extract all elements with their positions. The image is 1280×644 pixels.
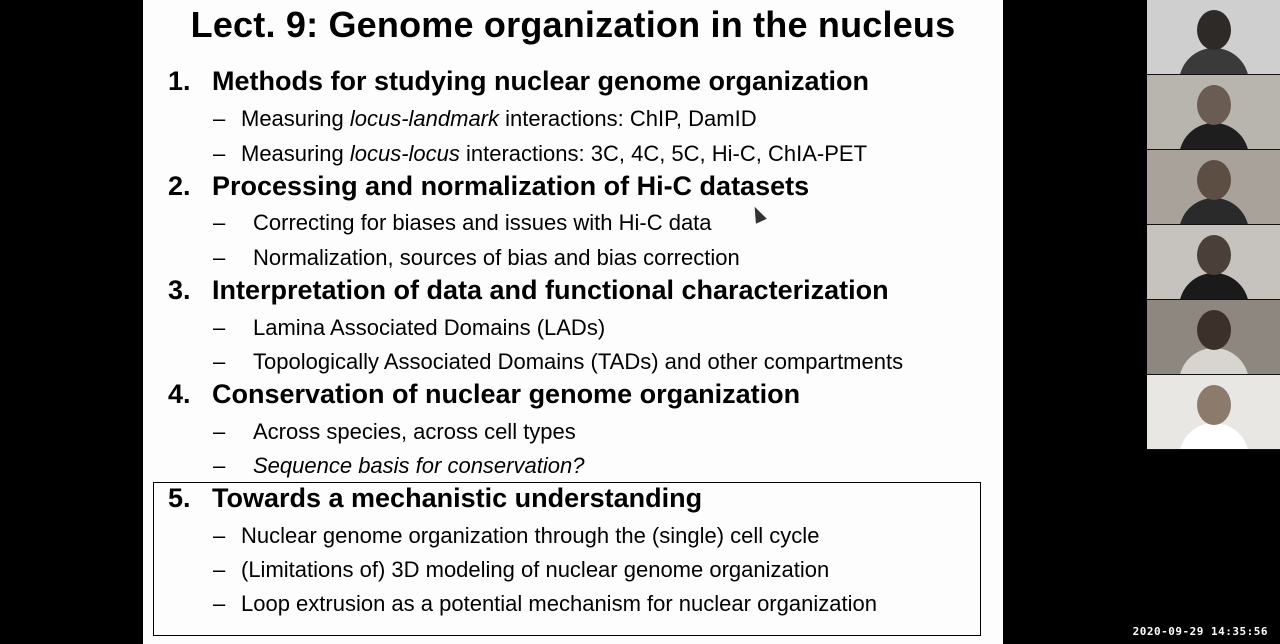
section-4-title: Conservation of nuclear genome organizat… — [212, 379, 801, 409]
bullet-dash: – — [213, 557, 226, 582]
participant-head — [1197, 235, 1231, 275]
participant-head — [1197, 160, 1231, 200]
bullet-dash: – — [213, 523, 226, 548]
item-text: Loop extrusion as a potential mechanism … — [241, 591, 877, 616]
item-text: Across species, across cell types — [253, 419, 576, 444]
participant-head — [1197, 85, 1231, 125]
participant-head — [1197, 385, 1231, 425]
bullet-dash: – — [213, 315, 226, 340]
section-5-number: 5. — [168, 483, 191, 513]
item-text: Nuclear genome organization through the … — [241, 523, 820, 548]
participant-video-tile[interactable] — [1147, 0, 1280, 75]
section-3-heading: 3. Interpretation of data and functional … — [168, 275, 889, 306]
section-5-item-3: – Loop extrusion as a potential mechanism… — [213, 591, 877, 617]
section-5-title: Towards a mechanistic understanding — [212, 483, 703, 513]
section-1-item-2: – Measuring locus-locus interactions: 3C,… — [213, 141, 867, 167]
item-text: (Limitations of) 3D modeling of nuclear … — [241, 557, 830, 582]
bullet-dash: – — [213, 210, 226, 235]
section-2-item-2: – Normalization, sources of bias and bias… — [213, 245, 740, 271]
section-5-item-1: – Nuclear genome organization through the… — [213, 523, 819, 549]
section-2-title: Processing and normalization of Hi-C dat… — [212, 171, 810, 201]
section-4-item-1: – Across species, across cell types — [213, 419, 576, 445]
section-1-number: 1. — [168, 66, 191, 96]
item-emphasis: locus-locus — [349, 141, 460, 166]
section-1-heading: 1. Methods for studying nuclear genome or… — [168, 66, 869, 97]
section-1-title: Methods for studying nuclear genome orga… — [212, 66, 870, 96]
participant-video-tile[interactable] — [1147, 150, 1280, 225]
section-4-heading: 4. Conservation of nuclear genome organiz… — [168, 379, 800, 410]
participant-head — [1197, 310, 1231, 350]
item-text: Topologically Associated Domains (TADs) … — [253, 349, 904, 374]
item-emphasis: locus-landmark — [349, 106, 500, 131]
highlight-box — [153, 482, 981, 636]
participant-video-tile[interactable] — [1147, 75, 1280, 150]
section-5-heading: 5. Towards a mechanistic understanding — [168, 483, 702, 514]
bullet-dash: – — [213, 419, 226, 444]
item-text: Lamina Associated Domains (LADs) — [253, 315, 606, 340]
item-text: Measuring — [241, 106, 350, 131]
section-1-item-1: – Measuring locus-landmark interactions: … — [213, 106, 757, 132]
item-text: Measuring — [241, 141, 350, 166]
section-3-number: 3. — [168, 275, 191, 305]
section-3-item-2: – Topologically Associated Domains (TADs)… — [213, 349, 903, 375]
participant-head — [1197, 10, 1231, 50]
participant-video-tile[interactable] — [1147, 300, 1280, 375]
slide-title: Lect. 9: Genome organization in the nucl… — [190, 4, 956, 45]
bullet-dash: – — [213, 591, 226, 616]
section-3-item-1: – Lamina Associated Domains (LADs) — [213, 315, 605, 341]
section-3-title: Interpretation of data and functional ch… — [212, 275, 889, 305]
section-2-number: 2. — [168, 171, 191, 201]
section-4-number: 4. — [168, 379, 191, 409]
participant-video-tile[interactable] — [1147, 375, 1280, 450]
item-text: Correcting for biases and issues with Hi… — [253, 210, 712, 235]
item-text: Sequence basis for conservation? — [253, 453, 585, 478]
item-text: interactions: 3C, 4C, 5C, Hi-C, ChIA-PET — [459, 141, 868, 166]
section-5-item-2: – (Limitations of) 3D modeling of nuclear… — [213, 557, 829, 583]
section-2-heading: 2. Processing and normalization of Hi-C d… — [168, 171, 809, 202]
section-4-item-2: – Sequence basis for conservation? — [213, 453, 584, 479]
bullet-dash: – — [213, 106, 226, 131]
bullet-dash: – — [213, 453, 226, 478]
participant-video-tile[interactable] — [1147, 225, 1280, 300]
presentation-slide: Lect. 9: Genome organization in the nucl… — [143, 0, 1003, 644]
section-2-item-1: – Correcting for biases and issues with H… — [213, 210, 712, 236]
bullet-dash: – — [213, 245, 226, 270]
mouse-pointer-icon — [749, 204, 767, 224]
bullet-dash: – — [213, 349, 226, 374]
item-text: interactions: ChIP, DamID — [499, 106, 757, 131]
bullet-dash: – — [213, 141, 226, 166]
item-text: Normalization, sources of bias and bias … — [253, 245, 740, 270]
recording-timestamp: 2020-09-29 14:35:56 — [1132, 625, 1268, 638]
